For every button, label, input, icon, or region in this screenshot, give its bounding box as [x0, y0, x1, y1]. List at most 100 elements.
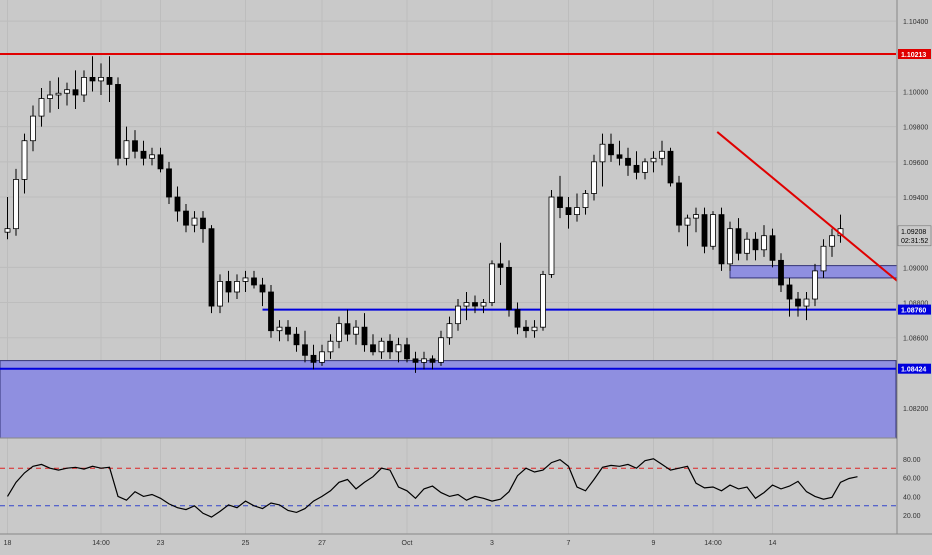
candle-body	[761, 235, 767, 251]
candle-body	[480, 302, 487, 307]
candle-body	[701, 214, 708, 247]
candle-body	[234, 281, 240, 293]
resistance-price-label: 1.10213	[901, 52, 926, 59]
candle-body	[251, 277, 257, 286]
candle-body	[310, 354, 317, 363]
candle-body	[183, 210, 189, 226]
candle-body	[829, 235, 835, 247]
countdown-label: 02:31:52	[901, 238, 928, 245]
candle-body	[132, 140, 138, 152]
candle-body	[242, 277, 249, 282]
candle-body	[659, 150, 665, 159]
candle-body	[4, 228, 11, 233]
candle-body	[404, 344, 410, 360]
candle-body	[55, 92, 62, 96]
candle-body	[217, 281, 223, 307]
candle-body	[514, 309, 521, 328]
rsi-layer	[0, 437, 896, 518]
candle-body	[123, 140, 130, 159]
price-tick-label: 1.09800	[903, 125, 928, 132]
price-tick-label: 1.08800	[903, 301, 928, 308]
candle-body	[98, 76, 104, 82]
candle-body	[472, 302, 478, 307]
candle-body	[574, 207, 580, 216]
time-tick-label: 14:00	[92, 540, 110, 547]
candle-body	[599, 143, 606, 163]
candle-body	[327, 340, 334, 353]
candle-body	[582, 193, 589, 208]
candle-body	[795, 298, 801, 307]
candle-body	[786, 284, 793, 300]
candle-body	[548, 196, 555, 275]
candle-body	[489, 263, 495, 303]
candle-body	[718, 214, 725, 265]
candle-body	[752, 238, 759, 251]
candle-body	[684, 217, 691, 226]
support-mid-price-badge	[898, 304, 931, 315]
candle-body	[38, 98, 45, 117]
candle-body	[744, 238, 750, 254]
candle-body	[89, 76, 96, 82]
time-tick-label: 3	[490, 540, 494, 547]
candle-body	[812, 270, 818, 300]
candle-body	[285, 326, 291, 335]
candle-body	[149, 154, 155, 159]
candle-body	[557, 196, 563, 208]
candle-body	[302, 344, 308, 356]
candle-body	[21, 140, 28, 180]
support-low-price-badge	[898, 363, 931, 374]
candle-body	[778, 259, 784, 286]
candle-body	[81, 76, 87, 96]
demand-zone-lower	[0, 360, 897, 439]
candle-body	[608, 143, 614, 156]
resistance-price-badge	[898, 49, 931, 60]
candle-body	[412, 358, 419, 363]
candle-body	[735, 228, 742, 254]
candle-body	[47, 94, 53, 99]
price-tick-label: 1.08200	[903, 406, 928, 413]
candle-body	[727, 228, 733, 265]
support-mid-price-label: 1.08760	[901, 308, 926, 315]
candle-body	[565, 207, 572, 216]
candle-body	[293, 333, 300, 346]
candle-body	[259, 284, 266, 293]
candle-body	[344, 323, 351, 335]
rsi-line	[6, 458, 858, 518]
candle-body	[803, 298, 810, 307]
candle-body	[455, 305, 461, 325]
candle-body	[157, 154, 164, 170]
candle-body	[30, 115, 36, 142]
price-tick-label: 1.09400	[903, 195, 928, 202]
candle-body	[64, 89, 70, 94]
candle-body	[395, 344, 402, 353]
candle-body	[361, 326, 368, 346]
last-price-label: 1.09208	[901, 229, 926, 236]
time-tick-label: 14	[769, 540, 777, 547]
time-tick-label: Oct	[402, 540, 413, 547]
candle-body	[353, 326, 359, 335]
candle-body	[191, 217, 198, 226]
candle-body	[387, 340, 393, 353]
candle-body	[446, 323, 453, 339]
price-tick-label: 1.10000	[903, 89, 928, 96]
candle-body	[208, 228, 215, 307]
price-tick-label: 1.09600	[903, 160, 928, 167]
price-axis-panel	[897, 0, 932, 550]
candle-body	[174, 196, 181, 212]
time-tick-label: 25	[242, 540, 250, 547]
candle-body	[13, 179, 19, 230]
candle-body	[667, 150, 674, 184]
time-tick-label: 18	[4, 540, 12, 547]
candle-body	[438, 337, 444, 363]
candle-body	[370, 344, 376, 353]
candle-body	[276, 326, 283, 332]
last-price-badge	[897, 225, 932, 247]
candle-body	[625, 157, 631, 166]
time-tick-label: 27	[318, 540, 326, 547]
rsi-tick-label: 40.00	[903, 494, 921, 501]
level-layer	[0, 53, 896, 370]
price-tick-label: 1.10400	[903, 19, 928, 26]
candle-body	[429, 358, 436, 363]
candle-body	[676, 182, 682, 226]
